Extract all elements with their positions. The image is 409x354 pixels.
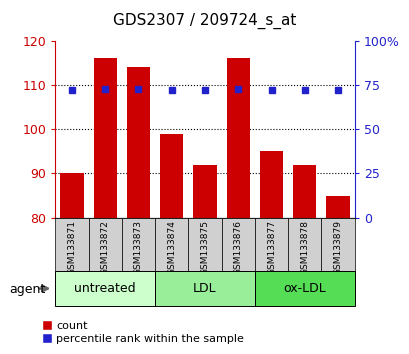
Text: GSM133873: GSM133873 [134,220,143,275]
Bar [254,218,288,271]
Bar [155,271,254,306]
Bar [160,133,183,218]
Text: GSM133879: GSM133879 [333,220,342,275]
Bar [259,152,283,218]
Bar [126,67,150,218]
Bar [326,195,349,218]
Bar [55,271,155,306]
Bar [254,271,354,306]
Text: agent: agent [9,283,45,296]
Text: GDS2307 / 209724_s_at: GDS2307 / 209724_s_at [113,12,296,29]
Text: GSM133878: GSM133878 [299,220,308,275]
Bar [321,218,354,271]
Bar [221,218,254,271]
Bar [226,58,249,218]
Text: LDL: LDL [193,282,216,295]
Text: GSM133872: GSM133872 [101,220,110,275]
Text: GSM133877: GSM133877 [266,220,275,275]
Bar [93,58,117,218]
Text: GSM133875: GSM133875 [200,220,209,275]
Text: untreated: untreated [74,282,136,295]
Bar [121,218,155,271]
Bar [55,218,88,271]
Text: GSM133871: GSM133871 [67,220,76,275]
Bar [193,165,216,218]
Bar [188,218,221,271]
Bar [60,173,83,218]
Bar [155,218,188,271]
Bar [292,165,316,218]
Legend: count, percentile rank within the sample: count, percentile rank within the sample [38,316,248,348]
Text: ox-LDL: ox-LDL [283,282,325,295]
Text: GSM133874: GSM133874 [167,220,176,275]
Bar [88,218,121,271]
Text: GSM133876: GSM133876 [233,220,242,275]
Bar [288,218,321,271]
